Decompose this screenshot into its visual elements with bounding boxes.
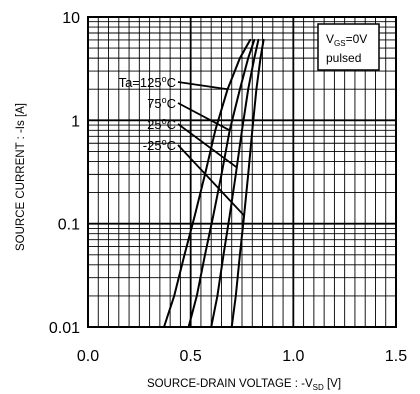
- plot-frame: [87, 16, 397, 328]
- label-pointer: [177, 81, 228, 91]
- series-label: Ta=125oC: [119, 74, 176, 90]
- series-curve: [187, 38, 256, 328]
- legend-line2: pulsed: [326, 51, 361, 65]
- legend-box: VGS=0V pulsed: [317, 23, 380, 71]
- series-labels: Ta=125oC 75oC 25oC -25oC: [119, 74, 176, 153]
- label-pointers: [177, 81, 245, 217]
- series-curve: [210, 38, 260, 328]
- x-tick-label: 0.0: [77, 348, 99, 365]
- tick-labels: 0.0 0.5 1.0 1.5 0.01 0.1 1 10: [49, 10, 407, 365]
- legend-line1: VGS=0V: [326, 32, 367, 48]
- series-label: 25oC: [147, 116, 176, 132]
- y-axis-label: SOURCE CURRENT : -Is [A]: [15, 103, 27, 251]
- x-tick-label: 1.5: [385, 348, 407, 365]
- y-tick-label: 1: [71, 113, 80, 130]
- series-label: -25oC: [143, 137, 176, 153]
- legend-frame: [317, 23, 380, 71]
- y-tick-label: 0.01: [49, 320, 80, 337]
- label-pointer: [177, 144, 245, 217]
- x-tick-label: 0.5: [180, 348, 202, 365]
- label-pointer: [177, 102, 231, 132]
- label-pointer: [177, 123, 238, 169]
- series-curve: [230, 38, 265, 328]
- x-axis-label: SOURCE-DRAIN VOLTAGE : -VSD [V]: [147, 378, 341, 392]
- x-tick-label: 1.0: [282, 348, 304, 365]
- series-label: 75oC: [147, 95, 176, 111]
- y-tick-label: 0.1: [58, 217, 80, 234]
- y-tick-label: 10: [62, 10, 80, 27]
